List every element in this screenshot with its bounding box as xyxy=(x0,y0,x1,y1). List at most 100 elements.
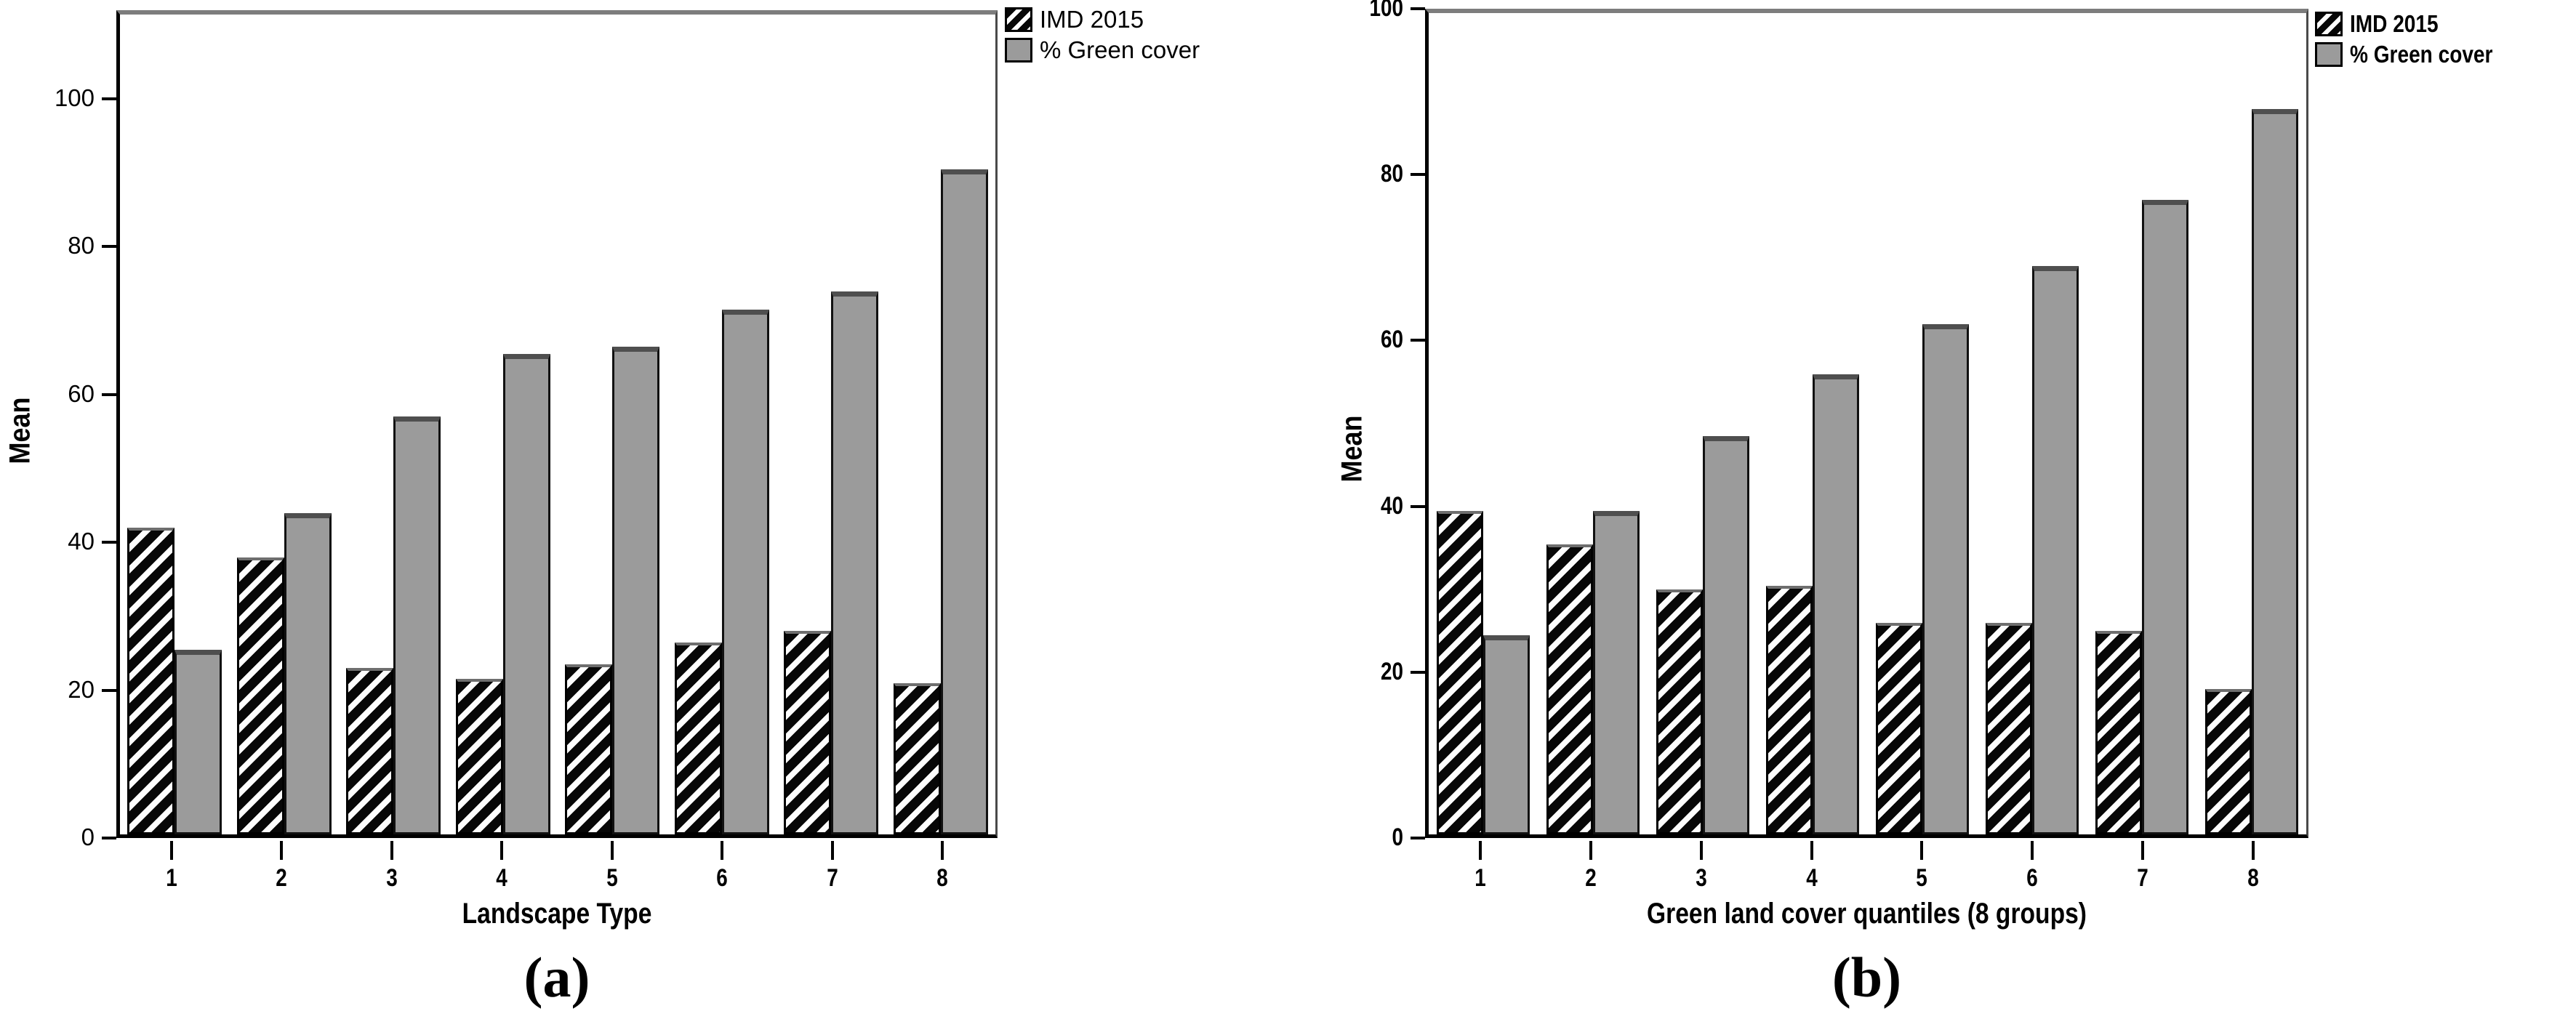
bar-hatched xyxy=(1985,623,2032,834)
bar-gray xyxy=(1703,436,1750,834)
legend-item: % Green cover xyxy=(2315,41,2518,68)
y-tick-label: 60 xyxy=(68,380,95,407)
bar-group xyxy=(339,15,449,834)
bar-gray xyxy=(831,291,879,834)
bar-gray xyxy=(174,650,222,834)
x-tick-mark xyxy=(170,841,173,860)
x-tick-label: 7 xyxy=(827,864,838,892)
y-tick-mark xyxy=(1411,671,1425,674)
legend-a: IMD 2015 % Green cover xyxy=(1005,6,1200,64)
legend-item: % Green cover xyxy=(1005,36,1200,64)
x-tick-label: 6 xyxy=(716,864,728,892)
x-tick-mark xyxy=(1589,841,1592,860)
bar-hatched xyxy=(346,668,394,834)
y-tick-label: 20 xyxy=(1380,658,1403,685)
y-axis-label-b: Mean xyxy=(1336,415,1368,483)
x-tick-mark xyxy=(1810,841,1813,860)
x-tick-label: 3 xyxy=(386,864,398,892)
bar-hatched xyxy=(1546,544,1594,834)
y-tick-label: 80 xyxy=(68,232,95,259)
gray-swatch-icon xyxy=(1005,38,1032,63)
x-tick-mark xyxy=(2031,841,2034,860)
plot-area-b xyxy=(1425,9,2308,838)
x-tick-mark xyxy=(1700,841,1703,860)
bar-group xyxy=(449,15,558,834)
bar-gray xyxy=(1922,324,1969,834)
y-tick-mark xyxy=(1411,7,1425,10)
x-tick-mark xyxy=(2252,841,2255,860)
caption-a: (a) xyxy=(523,946,590,1009)
plot-area-a xyxy=(116,10,998,838)
y-tick-label: 0 xyxy=(1392,823,1403,851)
x-tick-mark xyxy=(2141,841,2144,860)
legend-b: IMD 2015 % Green cover xyxy=(2315,10,2518,68)
bar-hatched xyxy=(236,557,284,834)
bar-group xyxy=(886,15,996,834)
bar-group xyxy=(1758,13,1868,834)
bar-group xyxy=(120,15,230,834)
bar-gray xyxy=(284,513,332,834)
legend-label: IMD 2015 xyxy=(2350,10,2439,37)
x-axis-label-a: Landscape Type xyxy=(462,898,652,930)
x-tick-mark xyxy=(941,841,944,860)
bar-hatched xyxy=(565,664,613,834)
y-tick-mark xyxy=(102,393,116,396)
x-tick-mark xyxy=(500,841,503,860)
x-tick-label: 2 xyxy=(276,864,287,892)
bar-group xyxy=(777,15,886,834)
chart-panel-a: Mean 0 20 40 60 80 100 1 2 3 4 5 6 7 8 IMD 2015% Gree… xyxy=(4,6,1200,1009)
x-tick-label: 1 xyxy=(166,864,177,892)
legend-label: % Green cover xyxy=(1040,36,1200,63)
y-tick-label: 40 xyxy=(68,528,95,555)
y-tick-label: 100 xyxy=(1369,0,1403,22)
bar-hatched xyxy=(784,631,832,834)
x-tick-label: 2 xyxy=(1585,864,1597,892)
bar-gray xyxy=(612,347,660,834)
bar-group xyxy=(1977,13,2087,834)
bar-group xyxy=(1868,13,1978,834)
x-tick-mark xyxy=(1479,841,1482,860)
y-tick-label: 0 xyxy=(81,823,95,850)
bar-group xyxy=(1648,13,1758,834)
bar-group xyxy=(1429,13,1538,834)
bar-hatched xyxy=(1875,623,1922,834)
bar-hatched xyxy=(2204,689,2252,834)
hatched-swatch-icon xyxy=(1005,7,1032,32)
bar-group xyxy=(2196,13,2306,834)
gray-swatch-icon xyxy=(2315,42,2343,67)
x-tick-label: 8 xyxy=(2247,864,2259,892)
bar-gray xyxy=(940,169,988,834)
legend-item: IMD 2015 xyxy=(1005,6,1200,33)
hatched-swatch-icon xyxy=(2315,12,2343,36)
x-tick-label: 1 xyxy=(1474,864,1486,892)
bar-hatched xyxy=(1437,511,1484,834)
x-axis-label-b: Green land cover quantiles (8 groups) xyxy=(1647,898,2087,930)
y-tick-mark xyxy=(1411,837,1425,839)
bar-hatched xyxy=(1766,586,1813,834)
bar-group xyxy=(2087,13,2196,834)
bar-hatched xyxy=(1656,589,1704,834)
x-tick-label: 3 xyxy=(1696,864,1707,892)
legend-label: % Green cover xyxy=(2350,41,2493,68)
x-tick-label: 5 xyxy=(606,864,618,892)
bar-gray xyxy=(502,354,550,834)
x-tick-mark xyxy=(831,841,834,860)
y-tick-label: 60 xyxy=(1380,326,1403,353)
y-tick-mark xyxy=(1411,339,1425,342)
bar-gray xyxy=(2031,266,2079,834)
x-tick-mark xyxy=(611,841,614,860)
y-tick-label: 40 xyxy=(1380,492,1403,520)
bars-a xyxy=(120,15,995,834)
x-tick-mark xyxy=(721,841,723,860)
x-tick-label: 8 xyxy=(936,864,948,892)
bar-gray xyxy=(1593,511,1640,834)
x-tick-label: 7 xyxy=(2137,864,2148,892)
bar-hatched xyxy=(127,528,175,834)
bar-group xyxy=(667,15,777,834)
caption-b: (b) xyxy=(1831,946,1902,1009)
x-tick-label: 6 xyxy=(2026,864,2038,892)
y-tick-label: 100 xyxy=(54,84,95,111)
bar-hatched xyxy=(455,679,503,834)
bar-hatched xyxy=(674,643,722,834)
